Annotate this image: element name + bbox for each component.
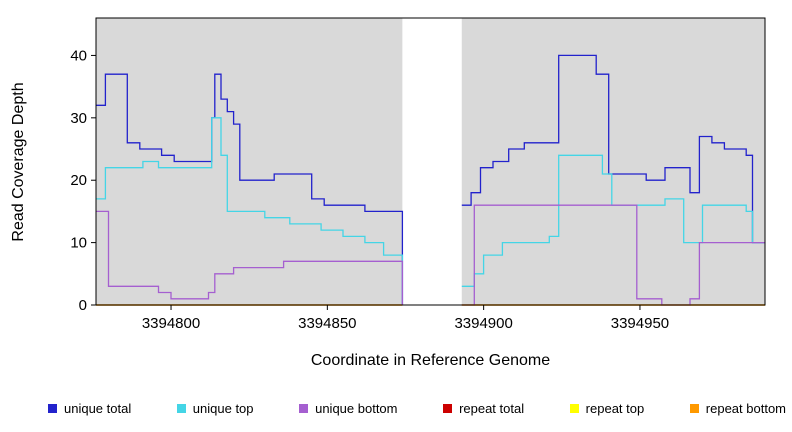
x-tick-label: 3394850 [298,315,356,332]
legend-label-repeat-bottom: repeat bottom [705,400,786,416]
legend-label-unique-bottom: unique bottom [315,400,398,416]
legend-swatch-unique-top [176,403,186,413]
legend-label-repeat-total: repeat total [459,400,525,416]
legend-label-repeat-top: repeat top [585,400,645,416]
coverage-panel [96,18,403,305]
legend-item-unique-total: unique total [48,401,131,416]
legend-item-repeat-bottom: repeat bottom [689,400,786,416]
y-tick-label: 40 [70,47,87,64]
plot-box [95,17,766,306]
legend-item-unique-top: unique top [176,400,254,416]
legend-item-repeat-total: repeat total [443,401,524,416]
legend-swatch-unique-total [48,403,57,413]
x-axis-label: Coordinate in Reference Genome [310,352,551,369]
legend-swatch-repeat-bottom [689,403,699,413]
chart-legend: unique total unique top unique bottom re… [48,398,786,418]
y-tick-label: 0 [79,297,87,314]
series-unique-total [461,54,765,244]
y-axis-label: Read Coverage Depth [10,82,27,242]
series-unique-top [96,117,404,305]
legend-swatch-repeat-top [569,403,579,413]
series-unique-total [96,73,404,305]
x-tick-label: 3394950 [611,315,669,332]
legend-swatch-unique-bottom [299,403,309,413]
x-tick-label: 3394800 [142,315,200,332]
y-tick-label: 20 [70,172,87,189]
legend-label-unique-total: unique total [64,400,132,416]
legend-item-unique-bottom: unique bottom [299,400,398,416]
x-tick-label: 3394900 [454,315,512,332]
legend-label-unique-top: unique top [192,400,254,416]
legend-item-repeat-top: repeat top [569,400,645,416]
coverage-plot: 3394800 3394850 3394900 3394950 0 10 20 30 40 [70,17,766,332]
coverage-panel [461,18,765,305]
series-unique-top [461,154,765,287]
series-unique-bottom [96,210,404,305]
legend-swatch-repeat-total [443,403,453,413]
series-unique-bottom [461,204,765,306]
y-tick-label: 30 [70,110,87,127]
y-tick-label: 10 [70,235,87,252]
